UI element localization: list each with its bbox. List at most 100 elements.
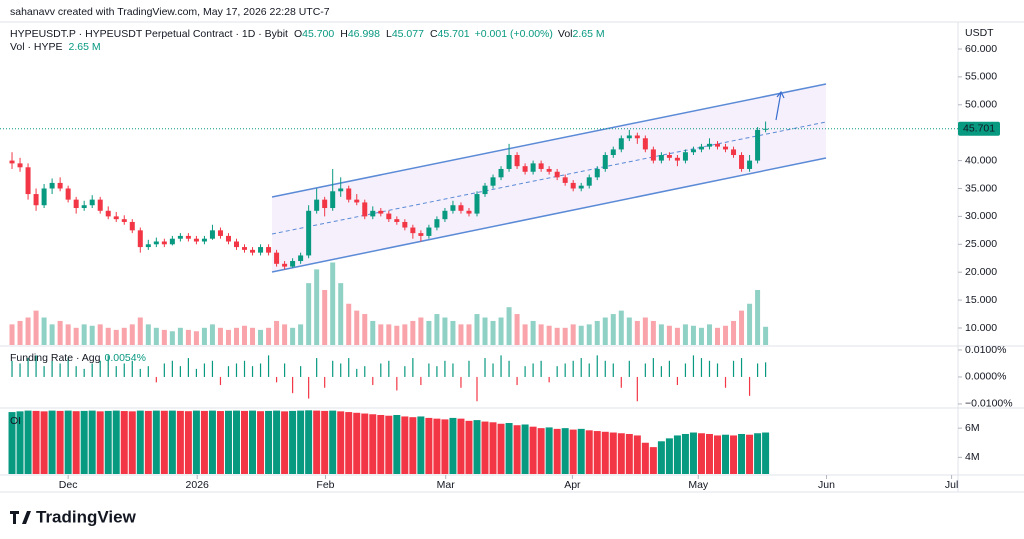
funding-bar (644, 363, 646, 377)
oi-bar (257, 411, 265, 474)
oi-bar (617, 433, 625, 474)
oi-bar (176, 410, 184, 474)
funding-bar (756, 363, 759, 377)
candle-body (658, 155, 664, 161)
funding-bar (396, 376, 398, 391)
x-tick-label: Mar (437, 479, 456, 491)
oi-bar (633, 435, 641, 474)
candle-body (153, 241, 159, 245)
volume-bar (442, 317, 448, 345)
funding-bar (532, 363, 534, 377)
volume-bar (586, 324, 592, 345)
candle-body (666, 155, 672, 158)
volume-bar (89, 325, 95, 345)
vol-study: Vol · HYPE (10, 41, 63, 53)
funding-bar (556, 366, 558, 377)
candle-body (145, 244, 151, 248)
currency: USDT (965, 27, 994, 39)
funding-bar (107, 355, 109, 377)
volume-bar (370, 320, 376, 345)
volume-bar (634, 320, 640, 345)
volume-bar (506, 307, 512, 345)
oi-bar (457, 418, 465, 474)
funding-bar (740, 358, 743, 377)
y-tick-label: 40.000 (965, 154, 997, 166)
funding-bar (412, 358, 414, 377)
candle-body (57, 182, 63, 189)
oi-bar (681, 433, 689, 474)
oi-bar (689, 432, 697, 474)
funding-bar (468, 360, 470, 377)
oi-bar (192, 410, 200, 474)
funding-bar (203, 363, 206, 377)
candle-body (634, 135, 640, 139)
candle-body (161, 241, 167, 245)
volume-bar (674, 327, 680, 345)
y-tick-label: 25.000 (965, 238, 997, 250)
author-line: sahanavv created with TradingView.com, M… (10, 6, 330, 18)
oi-bar (377, 414, 385, 474)
volume-bar (81, 324, 87, 345)
candle-body (682, 152, 688, 161)
volume-bar (450, 320, 456, 345)
volume-bar (650, 320, 656, 345)
candle-body (49, 182, 55, 189)
oi-bar (88, 410, 96, 474)
candle-body (73, 199, 79, 209)
oi-bar (545, 427, 553, 474)
volume-bar (658, 324, 664, 345)
funding-bar (139, 368, 141, 377)
volume-bar (386, 324, 392, 345)
volume-bar (41, 317, 47, 345)
candle-body (17, 163, 23, 168)
funding-bar (75, 366, 77, 377)
candle-body (97, 199, 103, 211)
oi-bar (224, 410, 232, 474)
candle-body (113, 216, 119, 220)
funding-bar (340, 363, 342, 377)
oi-bar (305, 410, 313, 474)
candle-body (258, 247, 264, 253)
candle-body (250, 249, 256, 253)
volume-bar (65, 324, 71, 345)
y-tick-label: 50.000 (965, 99, 997, 111)
oi-bar (537, 428, 545, 474)
candle-body (25, 167, 31, 195)
volume-bar (33, 310, 39, 345)
funding-bar (452, 363, 454, 377)
candle-body (586, 177, 592, 186)
ohlc-value: 45.701 (438, 28, 470, 40)
candle-body (594, 168, 600, 178)
volume-bar (233, 327, 239, 345)
funding-bar (636, 376, 638, 402)
y-tick-label: 0.0000% (965, 371, 1006, 383)
oi-bar (353, 412, 361, 474)
oi-bar (297, 410, 305, 474)
volume-bar (169, 331, 175, 345)
volume-bar (763, 326, 769, 345)
candle-body (185, 235, 191, 239)
funding-bar (348, 358, 350, 377)
oi-bar (289, 410, 297, 474)
y-tick-label: 4M (965, 451, 980, 463)
funding-bar (716, 363, 719, 377)
volume-bar (402, 324, 408, 345)
oi-bar (136, 410, 144, 474)
candle-body (322, 199, 328, 209)
candle-body (546, 168, 552, 172)
funding-bar (484, 358, 486, 377)
oi-bar (241, 410, 249, 474)
volume-bar (642, 317, 648, 345)
volume-bar (498, 317, 504, 345)
volume-bar (193, 331, 199, 345)
oi-bar (601, 431, 609, 474)
funding-bar (460, 376, 462, 388)
arrow (775, 90, 785, 121)
funding-bar (500, 355, 502, 377)
funding-bar (428, 363, 430, 377)
oi-bar (160, 410, 168, 474)
oi-bar (569, 429, 577, 474)
candle-body (266, 247, 272, 253)
oi-bar (64, 410, 72, 474)
y-tick-label: −0.0100% (965, 398, 1013, 410)
